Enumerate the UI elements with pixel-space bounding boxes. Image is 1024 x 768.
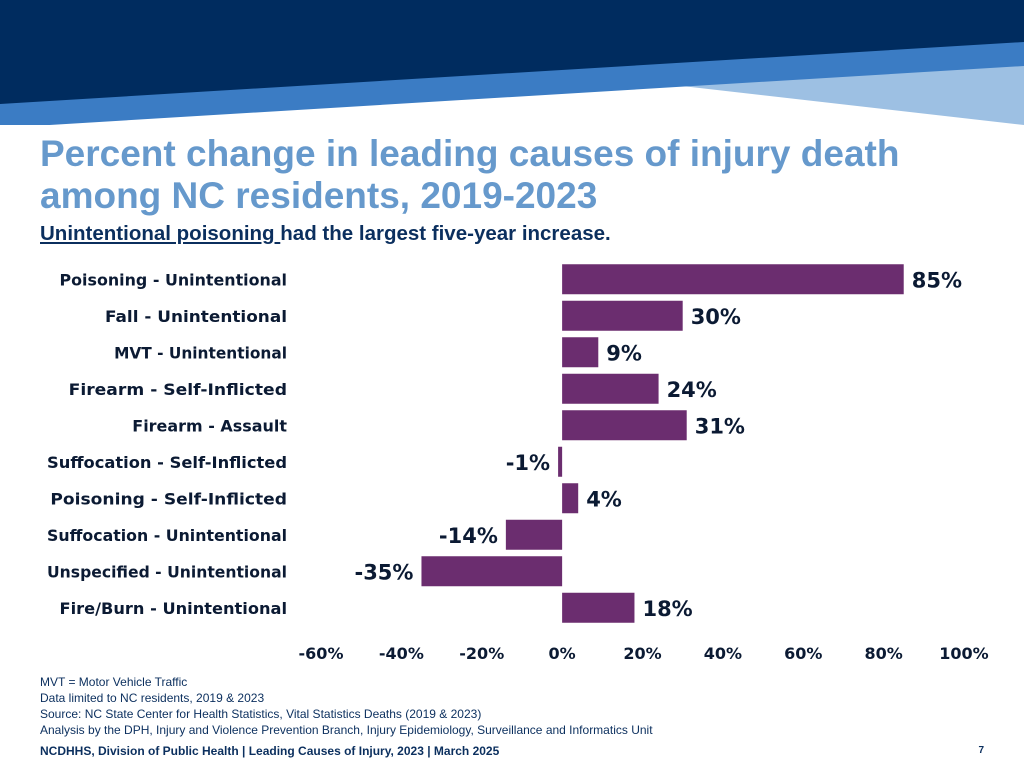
data-label: 18% (642, 597, 692, 621)
x-tick-label: 40% (704, 644, 742, 663)
footnotes: MVT = Motor Vehicle Traffic Data limited… (40, 674, 653, 738)
subtitle-rest: had the largest five-year increase. (280, 222, 611, 245)
bar (562, 410, 687, 441)
bar (562, 264, 904, 295)
data-label: -35% (354, 560, 413, 584)
data-label: 31% (695, 414, 745, 438)
data-label: 9% (606, 341, 642, 365)
category-label: MVT - Unintentional (114, 343, 287, 362)
data-label: 30% (691, 305, 741, 329)
footnote-data-scope: Data limited to NC residents, 2019 & 202… (40, 691, 265, 705)
slide-subtitle: Unintentional poisoning had the largest … (40, 222, 611, 246)
footnote-analysis: Analysis by the DPH, Injury and Violence… (40, 723, 653, 737)
category-label: Suffocation - Self-Inflicted (47, 453, 287, 472)
footer-text: NCDHHS, Division of Public Health | Lead… (40, 744, 500, 758)
banner-mid-stripe (0, 38, 1024, 125)
x-tick-label: 20% (623, 644, 661, 663)
bar-chart: Poisoning - Unintentional 85% Fall - Unint… (47, 264, 989, 663)
footnote-source: Source: NC State Center for Health Stati… (40, 707, 482, 721)
data-label: 4% (586, 487, 622, 511)
category-label: Poisoning - Self-Inflicted (50, 489, 287, 508)
category-label: Suffocation - Unintentional (47, 526, 287, 545)
banner-dark-band (0, 0, 1024, 104)
data-label: 24% (667, 378, 717, 402)
data-label: -1% (506, 451, 550, 475)
title-line-1: Percent change in leading causes of inju… (40, 133, 900, 174)
slide-title: Percent change in leading causes of inju… (40, 133, 1000, 217)
title-line-2: among NC residents, 2019-2023 (40, 175, 598, 216)
x-tick-label: 80% (864, 644, 902, 663)
x-tick-label: -60% (299, 644, 344, 663)
bar (562, 300, 683, 331)
bar (562, 592, 635, 623)
subtitle-underlined: Unintentional poisoning (40, 222, 281, 245)
bar (562, 337, 599, 368)
category-label: Unspecified - Unintentional (47, 562, 287, 581)
category-label: Firearm - Self-Inflicted (69, 380, 287, 399)
x-tick-label: -20% (459, 644, 504, 663)
header-banner (0, 0, 1024, 125)
data-label: -14% (439, 524, 498, 548)
footnote-abbreviation: MVT = Motor Vehicle Traffic (40, 675, 188, 689)
x-tick-label: 60% (784, 644, 822, 663)
x-tick-label: 0% (549, 644, 576, 663)
category-label: Poisoning - Unintentional (60, 270, 288, 289)
bar (562, 373, 659, 404)
category-label: Firearm - Assault (132, 416, 287, 435)
data-label: 85% (912, 268, 962, 292)
x-tick-label: -40% (379, 644, 424, 663)
x-tick-label: 100% (939, 644, 988, 663)
bar (505, 519, 563, 550)
bar (421, 556, 563, 587)
page-number: 7 (978, 745, 984, 756)
bar (558, 446, 563, 477)
category-label: Fall - Unintentional (105, 307, 287, 326)
bar (562, 483, 579, 514)
category-label: Fire/Burn - Unintentional (60, 599, 288, 618)
